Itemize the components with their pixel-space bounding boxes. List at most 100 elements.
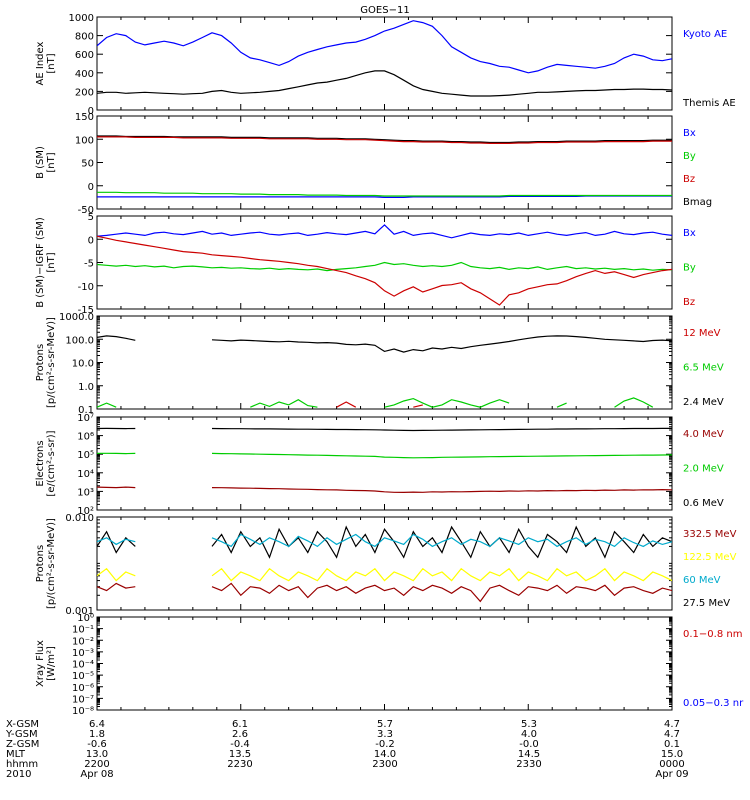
panel-1: 1000 800 600 400 200 0 AE Index [nT] Kyoto AE The… <box>35 13 736 117</box>
series-by <box>97 191 672 197</box>
footer-value: 5.7 <box>377 719 393 730</box>
footer-value: 1.8 <box>89 729 105 740</box>
y-axis-label: Protons <box>35 545 46 582</box>
y-tick-label: 10⁵ <box>77 450 94 461</box>
y-axis-label: [W/m²] <box>46 646 57 681</box>
footer-value: 2230 <box>227 759 252 770</box>
footer-row-label: hhmm <box>6 759 38 770</box>
y-axis-label: [nT] <box>46 252 57 272</box>
footer-value: -0.6 <box>87 739 107 750</box>
y-axis-label: [e/(cm²-s-sr)] <box>46 430 57 496</box>
series-group <box>97 135 672 198</box>
y-tick-label: 100 <box>75 135 94 146</box>
series-60-mev <box>97 533 672 548</box>
legend-label: 122.5 MeV <box>683 552 737 563</box>
series-2-4-mev <box>97 335 672 353</box>
footer-row-label: MLT <box>6 749 26 760</box>
y-axis-label: Xray Flux <box>35 640 46 687</box>
series-group <box>97 335 672 408</box>
y-tick-label: 10⁰ <box>77 613 94 624</box>
footer-value: 15.0 <box>661 749 683 760</box>
series-bz <box>97 235 672 306</box>
y-tick-label: 10⁻⁵ <box>72 671 94 682</box>
y-tick-label: -50 <box>78 205 94 216</box>
footer-value: 4.7 <box>664 719 680 730</box>
y-tick-label: -5 <box>84 259 94 270</box>
y-tick-label: 800 <box>75 32 94 43</box>
series-2-0-mev <box>97 452 672 459</box>
y-axis-label: [nT] <box>46 53 57 73</box>
legend-label: Themis AE <box>682 98 736 109</box>
y-axis-label: B (SM) <box>35 146 46 179</box>
y-tick-label: 200 <box>75 87 94 98</box>
y-tick-label: 10⁻¹ <box>72 625 94 636</box>
footer-value: 2200 <box>84 759 109 770</box>
legend-label: Bmag <box>683 197 712 208</box>
y-axis-label: [nT] <box>46 152 57 172</box>
footer-value: 14.5 <box>518 749 540 760</box>
series-12-mev <box>336 401 423 408</box>
legend-label: 2.4 MeV <box>683 397 724 408</box>
y-tick-label: 10⁻⁸ <box>72 706 94 717</box>
footer-value: 2330 <box>516 759 541 770</box>
y-tick-label: 5 <box>88 212 94 223</box>
panel-5: 10⁷ 10⁶ 10⁵ 10⁴ 10³ 10² Electrons [e/(cm²-s-sr)… <box>35 413 724 517</box>
panel-2: 150 100 50 0 -50 B (SM) [nT] Bx By Bz Bmag <box>35 112 712 216</box>
y-tick-label: 10⁻⁷ <box>72 694 94 705</box>
footer-value: -0.0 <box>519 739 539 750</box>
legend-label: 6.5 MeV <box>683 363 724 374</box>
y-tick-label: 400 <box>75 69 94 80</box>
y-tick-label: 10⁻⁶ <box>72 683 94 694</box>
y-axis-label: Protons <box>35 344 46 381</box>
y-tick-label: 10³ <box>77 487 94 498</box>
legend-label: By <box>683 151 696 162</box>
series-122-5-mev <box>97 567 672 582</box>
y-tick-label: 1000.0 <box>59 312 94 323</box>
legend-label: Kyoto AE <box>683 29 727 40</box>
y-tick-label: 10⁷ <box>77 413 94 424</box>
footer-row-label: Z-GSM <box>6 739 39 750</box>
series-group <box>97 224 672 306</box>
legend-label: 0.1−0.8 nm <box>683 629 742 640</box>
legend-label: 4.0 MeV <box>683 429 724 440</box>
y-axis-label: AE Index <box>35 41 46 85</box>
series-4-0-mev <box>97 486 672 494</box>
series-group <box>97 525 672 603</box>
y-tick-label: 600 <box>75 50 94 61</box>
y-tick-label: 150 <box>75 112 94 123</box>
footer-value: 2.6 <box>232 729 248 740</box>
legend-label: 2.0 MeV <box>683 464 724 475</box>
series-group <box>97 427 672 494</box>
y-tick-label: 0 <box>88 106 94 117</box>
series-332-5-mev <box>97 582 672 603</box>
series-group <box>97 20 672 97</box>
footer-value: -0.2 <box>375 739 395 750</box>
footer-value: 6.4 <box>89 719 105 730</box>
panel-6: 0.010 0.001 Protons [p/(cm²-s-sr-MeV)] 332.5… <box>35 513 737 617</box>
legend-label: Bx <box>683 228 696 239</box>
series-kyoto-ae <box>97 20 672 74</box>
plot-title: GOES−11 <box>360 5 409 16</box>
footer-value: 13.0 <box>86 749 108 760</box>
y-axis-label: B (SM)−IGRF (SM) <box>35 217 46 308</box>
series-bmag <box>97 135 672 144</box>
series-by <box>97 261 672 272</box>
legend-label: Bz <box>683 174 695 185</box>
y-tick-label: 10⁻² <box>72 636 94 647</box>
y-axis-label: [p/(cm²-s-sr-MeV)] <box>46 317 57 408</box>
y-tick-label: 1.0 <box>78 382 94 393</box>
footer-value: 14.0 <box>374 749 396 760</box>
series-0-6-mev <box>97 427 672 432</box>
y-tick-label: 0 <box>88 182 94 193</box>
legend-label: 27.5 MeV <box>683 598 730 609</box>
legend-label: Bz <box>683 297 695 308</box>
y-tick-label: 0.010 <box>65 513 94 524</box>
legend-label: 0.6 MeV <box>683 498 724 509</box>
y-tick-label: 50 <box>81 159 94 170</box>
y-axis-label: Electrons <box>35 440 46 486</box>
panel-3: 5 0 -5 -10 -15 B (SM)−IGRF (SM) [nT] Bx By Bz <box>35 212 696 316</box>
footer-row-label: X-GSM <box>6 719 39 730</box>
